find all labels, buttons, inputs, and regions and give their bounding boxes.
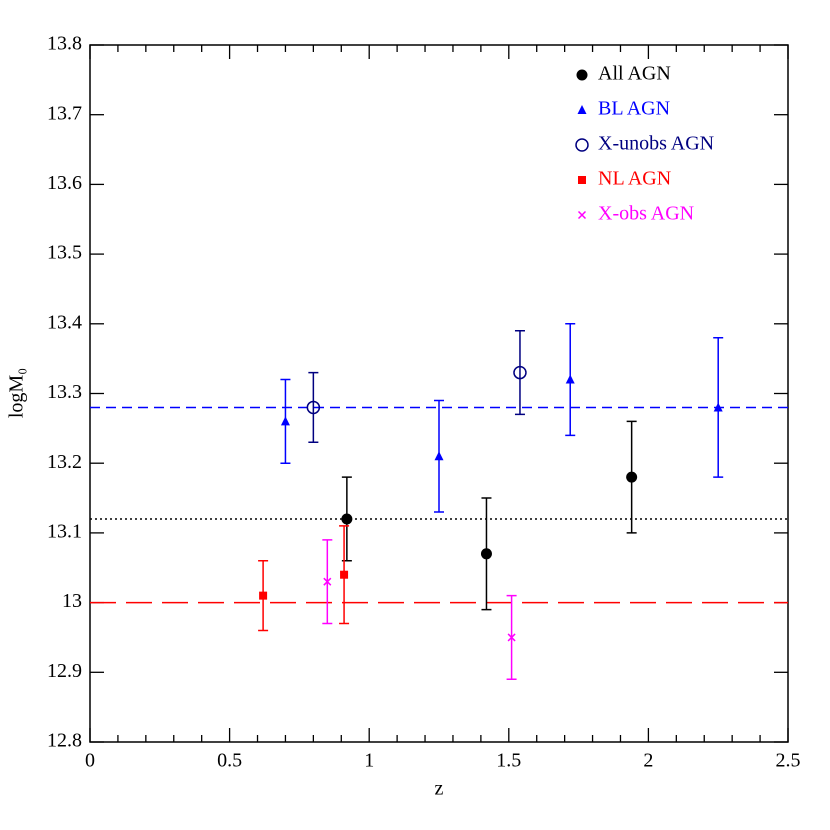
legend-marker [577, 210, 587, 220]
legend-marker [575, 138, 589, 152]
data-point [480, 548, 492, 560]
error-bar [514, 330, 525, 416]
legend-marker [577, 105, 587, 114]
x-tick-label: 1.5 [496, 750, 521, 772]
y-tick-label: 13.3 [47, 381, 82, 403]
y-tick-label: 12.8 [47, 730, 82, 752]
data-point [565, 374, 575, 384]
legend-marker [576, 69, 588, 81]
data-point [340, 570, 349, 579]
error-bar [308, 371, 319, 444]
x-tick-label: 0 [85, 750, 95, 772]
x-axis-label: z [435, 778, 444, 800]
y-tick-label: 13.4 [47, 311, 82, 333]
y-tick-label: 13.7 [47, 102, 82, 124]
y-tick-label: 12.9 [47, 660, 82, 682]
data-point [513, 365, 527, 380]
data-point [259, 591, 268, 600]
data-point [434, 451, 444, 461]
legend-label: All AGN [598, 63, 671, 85]
x-tick-label: 1 [364, 750, 374, 772]
y-tick-label: 13.8 [47, 33, 82, 55]
data-point [626, 471, 638, 483]
y-tick-label: 13.5 [47, 242, 82, 264]
data-point [507, 633, 516, 642]
legend-label: NL AGN [598, 168, 671, 190]
x-tick-label: 0.5 [217, 750, 242, 772]
x-tick-label: 2 [643, 750, 653, 772]
data-point [341, 513, 353, 525]
y-tick-label: 13.1 [47, 520, 82, 542]
data-point [280, 416, 290, 426]
data-point [713, 402, 723, 412]
legend-label: BL AGN [598, 98, 670, 120]
data-point [323, 577, 332, 586]
y-tick-label: 13.2 [47, 451, 82, 473]
y-tick-label: 13 [62, 590, 82, 612]
y-axis-label: logM₀ [6, 368, 28, 418]
y-tick-label: 13.6 [47, 172, 82, 194]
legend-label: X-obs AGN [598, 203, 694, 225]
legend-label: X-unobs AGN [598, 133, 714, 155]
x-tick-label: 2.5 [776, 750, 801, 772]
legend-marker [578, 176, 586, 184]
data-point [306, 400, 321, 415]
